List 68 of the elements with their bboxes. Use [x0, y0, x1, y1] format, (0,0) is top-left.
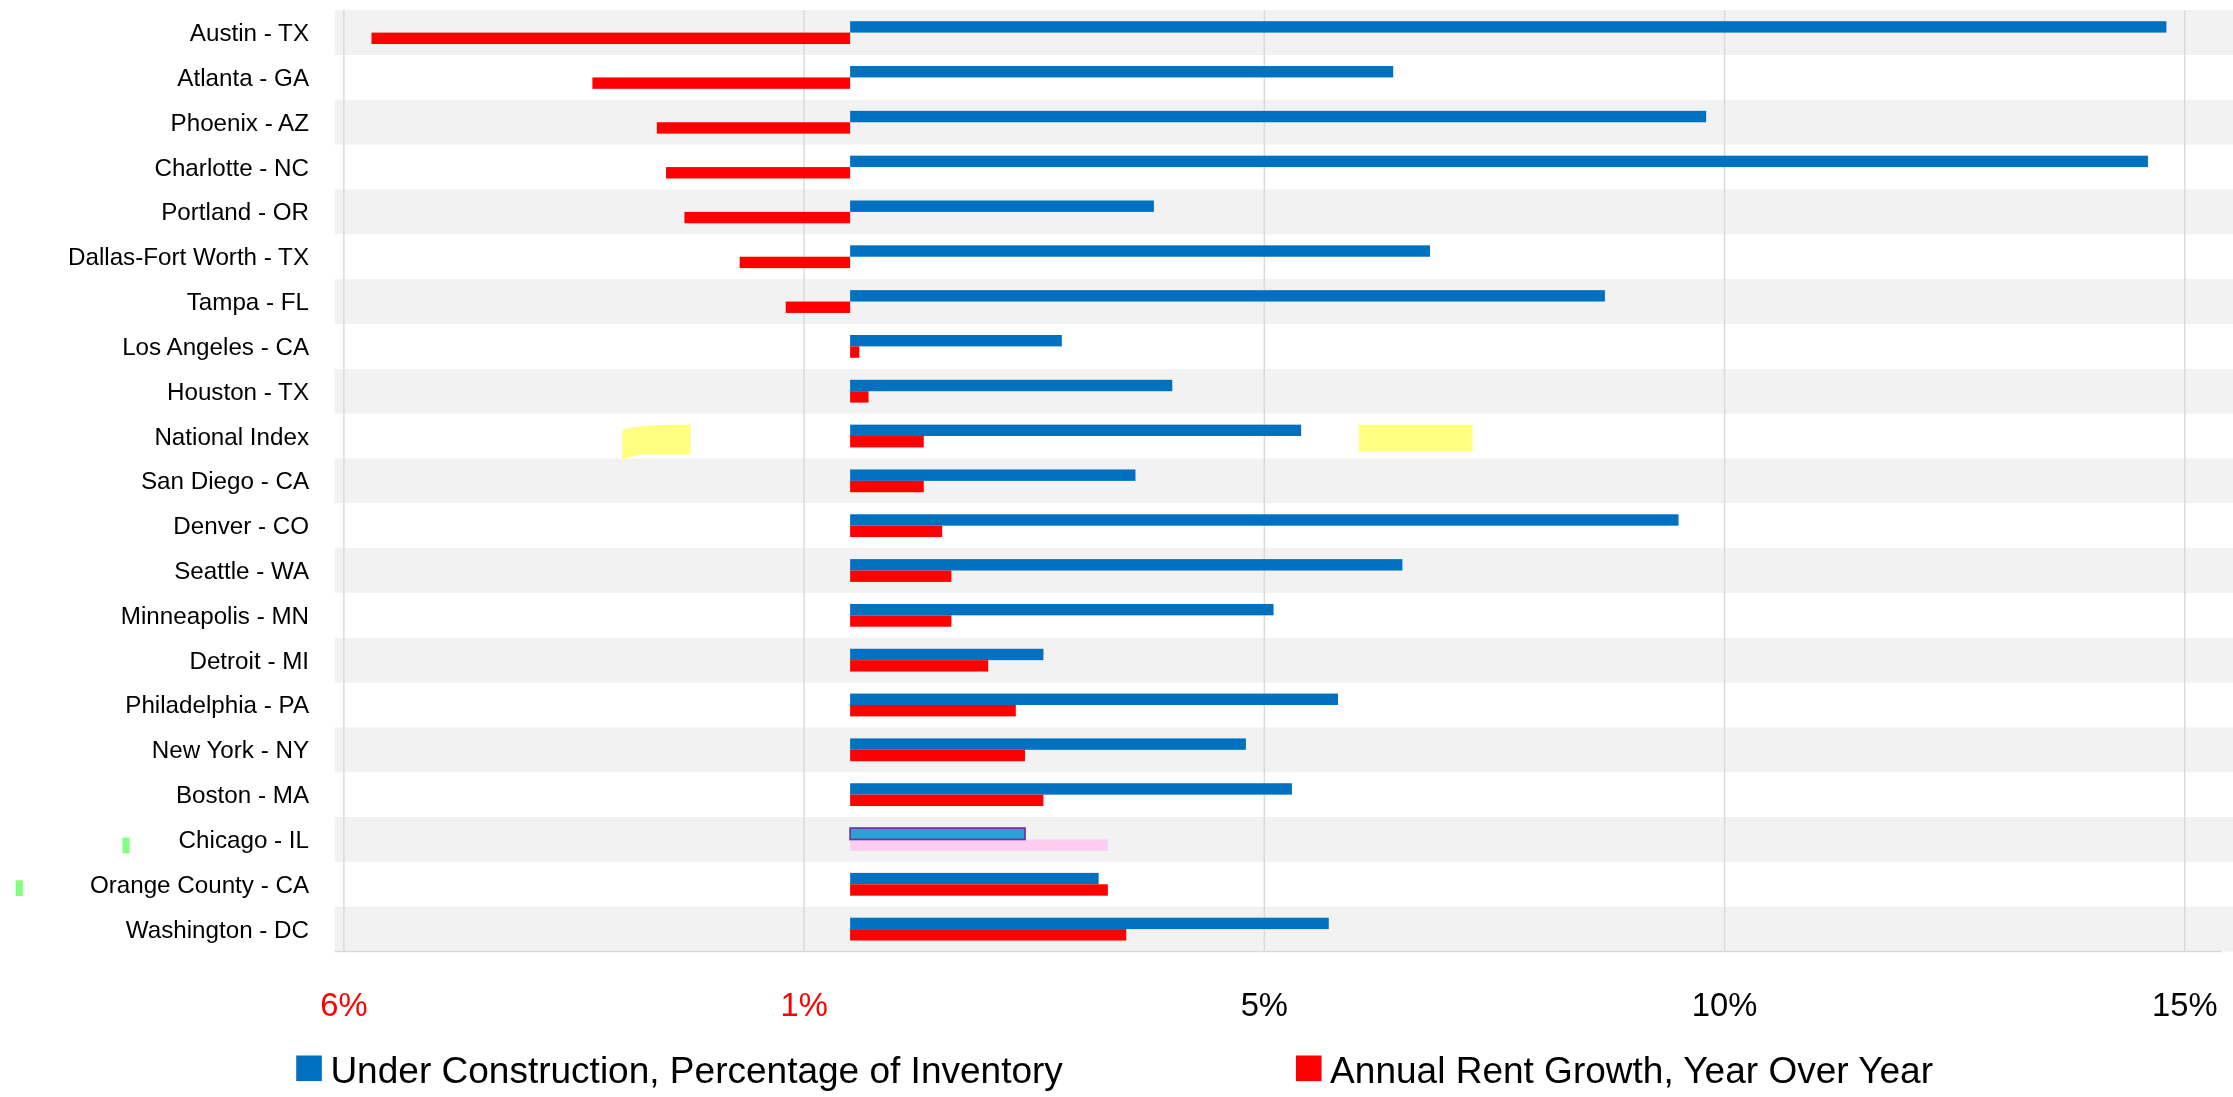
x-tick-label: 10% — [1691, 985, 1758, 1023]
bar — [684, 211, 851, 224]
y-tick-label: Orange County - CA — [89, 870, 310, 898]
x-tick-label: 15% — [2152, 985, 2218, 1023]
bar — [850, 917, 1329, 930]
bar — [850, 514, 1679, 526]
y-tick-label: Charlotte - NC — [154, 153, 310, 181]
bar — [850, 570, 952, 582]
x-tick-label: 6% — [320, 985, 368, 1023]
bar — [850, 290, 1605, 302]
y-tick-label: Atlanta - GA — [177, 63, 310, 91]
y-tick-label: Portland - OR — [161, 198, 310, 226]
y-tick-label: Boston - MA — [175, 781, 310, 809]
bar — [850, 738, 1246, 750]
y-tick-label: Philadelphia - PA — [125, 691, 310, 719]
y-tick-label: Seattle - WA — [174, 557, 310, 585]
bar — [850, 783, 1292, 795]
x-tick-label: 5% — [1240, 985, 1288, 1023]
y-tick-label: Los Angeles - CA — [122, 332, 310, 360]
bar — [850, 424, 1302, 437]
legend-label: Under Construction, Percentage of Inventory — [330, 1048, 1064, 1091]
bar — [371, 32, 851, 44]
bar — [850, 872, 1099, 885]
bar — [850, 559, 1403, 571]
bar — [666, 167, 851, 179]
bar — [850, 929, 1127, 941]
y-tick-label: Phoenix - AZ — [170, 108, 310, 136]
bar — [850, 155, 2148, 168]
bar — [850, 245, 1431, 257]
bar — [850, 334, 1062, 347]
y-tick-label: Minneapolis - MN — [120, 601, 310, 629]
bar — [785, 301, 851, 313]
bar — [850, 436, 924, 448]
bar — [850, 379, 1173, 392]
y-tick-label: National Index — [154, 422, 310, 450]
bar — [850, 749, 1026, 762]
y-tick-label: Dallas-Fort Worth - TX — [68, 243, 310, 271]
bar — [656, 122, 851, 134]
bar — [850, 480, 924, 493]
bar — [850, 615, 952, 627]
y-tick-label: Tampa - FL — [186, 288, 310, 316]
bar — [592, 77, 851, 89]
y-tick-label: New York - NY — [151, 736, 310, 764]
bar — [850, 794, 1044, 807]
y-tick-label: Washington - DC — [125, 915, 310, 943]
y-tick-label: Houston - TX — [166, 377, 310, 405]
y-tick-label: Austin - TX — [189, 19, 310, 47]
bar — [850, 704, 1016, 717]
y-tick-label: Denver - CO — [173, 512, 310, 540]
bar — [850, 346, 860, 358]
bar — [850, 884, 1108, 896]
y-tick-label: Detroit - MI — [189, 646, 310, 674]
legend-label: Annual Rent Growth, Year Over Year — [1330, 1048, 1934, 1091]
bar — [850, 648, 1044, 661]
y-tick-label: Chicago - IL — [178, 825, 310, 853]
bar — [850, 603, 1274, 616]
x-tick-label: 1% — [780, 985, 828, 1023]
bar — [850, 693, 1338, 705]
y-tick-label: San Diego - CA — [140, 467, 310, 495]
bar — [850, 66, 1394, 78]
bar — [850, 110, 1707, 123]
bar — [850, 21, 2167, 33]
bar — [850, 525, 943, 538]
bar — [850, 469, 1136, 481]
bar — [850, 391, 869, 403]
bar — [850, 660, 989, 672]
bar — [739, 256, 851, 269]
bar — [850, 200, 1154, 212]
